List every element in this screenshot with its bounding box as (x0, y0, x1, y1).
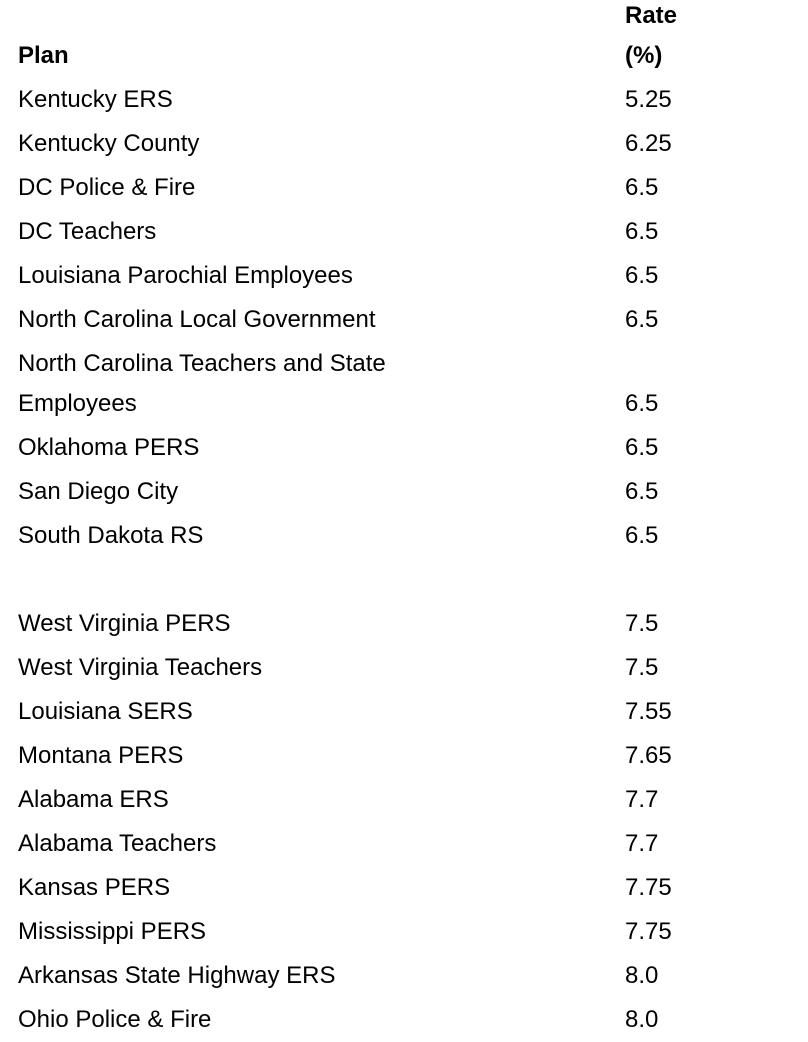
table-row: DC Police & Fire 6.5 (0, 166, 695, 210)
header-cell: Plan (18, 42, 69, 69)
rate-cell: 7.65 (625, 742, 672, 769)
header-cell: Rate (%) (625, 2, 678, 69)
plan-cell: West Virginia Teachers (18, 654, 263, 681)
rate-cell: 8.0 (625, 1006, 659, 1033)
plan-cell: San Diego City (18, 478, 179, 505)
rate-table: Plan Rate (%) Kentucky ERS 5.25 Kentucky C… (0, 0, 695, 1042)
table-row: Oklahoma PERS 6.5 (0, 426, 695, 470)
table-row: Ohio Police & Fire 8.0 (0, 998, 695, 1042)
header-row: Plan Rate (%) (0, 0, 695, 78)
rate-cell: 6.5 (625, 174, 659, 201)
plan-cell: Alabama ERS (18, 786, 169, 813)
plan-cell: Louisiana Parochial Employees (18, 262, 353, 289)
table-header: Plan Rate (%) (0, 0, 695, 78)
table-row: Kentucky ERS 5.25 (0, 78, 695, 122)
table-row: Kansas PERS 7.75 (0, 866, 695, 910)
table-row: Louisiana Parochial Employees 6.5 (0, 254, 695, 298)
rate-cell: 6.5 (625, 434, 659, 461)
plan-cell: Oklahoma PERS (18, 434, 200, 461)
rate-cell: 6.5 (625, 478, 659, 505)
plan-cell: Kentucky County (18, 130, 200, 157)
rate-cell: 7.5 (625, 654, 659, 681)
rate-cell: 5.25 (625, 86, 672, 113)
rate-cell: 7.7 (625, 830, 659, 857)
rate-cell: 6.5 (625, 390, 659, 417)
rate-cell: 6.5 (625, 262, 659, 289)
row-group: Kentucky ERS 5.25 Kentucky County 6.25 DC Po… (0, 78, 695, 558)
plan-cell: Kansas PERS (18, 874, 171, 901)
table-row: Arkansas State Highway ERS 8.0 (0, 954, 695, 998)
table-row: Mississippi PERS 7.75 (0, 910, 695, 954)
plan-cell: Alabama Teachers (18, 830, 217, 857)
plan-cell: Montana PERS (18, 742, 184, 769)
table-row: West Virginia PERS 7.5 (0, 558, 695, 646)
table-row: North Carolina Teachers and State Employ… (0, 342, 695, 426)
rate-cell: 7.55 (625, 698, 672, 725)
row-group: West Virginia PERS 7.5 West Virginia Teach… (0, 558, 695, 1042)
table-row: West Virginia Teachers 7.5 (0, 646, 695, 690)
rate-cell: 7.75 (625, 918, 672, 945)
plan-cell: West Virginia PERS (18, 610, 231, 637)
table-row: Louisiana SERS 7.55 (0, 690, 695, 734)
rate-cell: 6.5 (625, 306, 659, 333)
table-row: Kentucky County 6.25 (0, 122, 695, 166)
table-row: South Dakota RS 6.5 (0, 514, 695, 558)
rate-cell: 8.0 (625, 962, 659, 989)
plan-cell: North Carolina Local Government (18, 306, 376, 333)
table-row: San Diego City 6.5 (0, 470, 695, 514)
plan-cell: North Carolina Teachers and State Employ… (18, 350, 386, 417)
table-row: Montana PERS 7.65 (0, 734, 695, 778)
rate-cell: 6.5 (625, 522, 659, 549)
plan-cell: Ohio Police & Fire (18, 1006, 212, 1033)
rate-cell: 6.25 (625, 130, 672, 157)
table-row: Alabama Teachers 7.7 (0, 822, 695, 866)
rate-cell: 6.5 (625, 218, 659, 245)
plan-cell: DC Teachers (18, 218, 157, 245)
plan-cell: Mississippi PERS (18, 918, 207, 945)
table-row: Alabama ERS 7.7 (0, 778, 695, 822)
plan-cell: Arkansas State Highway ERS (18, 962, 336, 989)
rate-cell: 7.75 (625, 874, 672, 901)
table-row: DC Teachers 6.5 (0, 210, 695, 254)
plan-cell: Kentucky ERS (18, 86, 173, 113)
rate-cell: 7.5 (625, 610, 659, 637)
table-row: North Carolina Local Government 6.5 (0, 298, 695, 342)
plan-cell: DC Police & Fire (18, 174, 196, 201)
plan-cell: South Dakota RS (18, 522, 204, 549)
plan-cell: Louisiana SERS (18, 698, 193, 725)
rate-cell: 7.7 (625, 786, 659, 813)
